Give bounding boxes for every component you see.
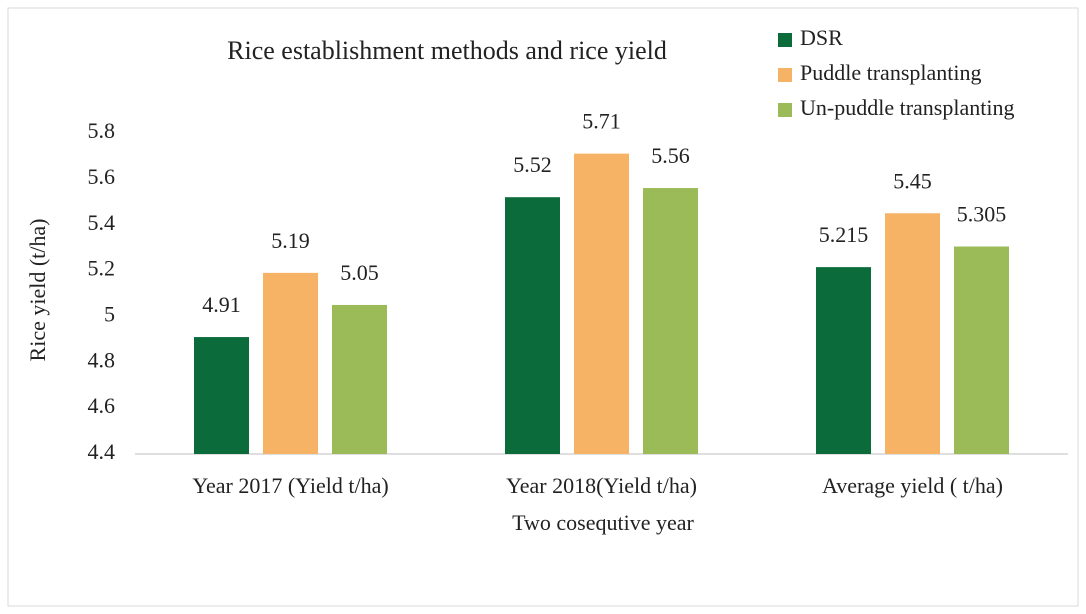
legend-label: DSR [800, 25, 843, 50]
bar [194, 337, 249, 454]
legend-swatch [778, 68, 792, 82]
y-tick-label: 5 [104, 301, 115, 326]
data-label: 5.52 [513, 152, 552, 177]
bar [643, 188, 698, 454]
legend-swatch [778, 33, 792, 47]
data-label: 5.305 [957, 202, 1007, 227]
legend-swatch [778, 103, 792, 117]
data-label: 5.19 [271, 228, 310, 253]
y-tick-label: 4.4 [88, 439, 116, 464]
data-label: 5.56 [651, 143, 690, 168]
y-axis-title: Rice yield (t/ha) [25, 219, 50, 362]
x-tick-label: Year 2018(Yield t/ha) [506, 473, 697, 498]
data-label: 5.215 [819, 222, 869, 247]
x-axis-title: Two cosequtive year [512, 510, 694, 535]
y-tick-label: 4.8 [88, 347, 116, 372]
chart-title: Rice establishment methods and rice yiel… [227, 36, 667, 65]
legend-label: Puddle transplanting [800, 60, 981, 85]
y-tick-label: 5.8 [88, 118, 116, 143]
bar [574, 153, 629, 454]
bar [263, 272, 318, 454]
bar [885, 213, 940, 454]
y-tick-label: 5.4 [88, 210, 116, 235]
data-label: 5.45 [893, 168, 932, 193]
data-label: 5.71 [582, 109, 621, 134]
bar [505, 197, 560, 454]
x-tick-label: Year 2017 (Yield t/ha) [192, 473, 388, 498]
data-label: 5.05 [340, 260, 379, 285]
bar [332, 304, 387, 454]
y-tick-label: 5.2 [88, 256, 116, 281]
bar [954, 246, 1009, 454]
x-tick-label: Average yield ( t/ha) [822, 473, 1003, 498]
y-tick-label: 4.6 [88, 393, 116, 418]
data-label: 4.91 [202, 292, 241, 317]
y-tick-label: 5.6 [88, 164, 116, 189]
bar [816, 267, 871, 454]
legend-label: Un-puddle transplanting [800, 95, 1014, 120]
